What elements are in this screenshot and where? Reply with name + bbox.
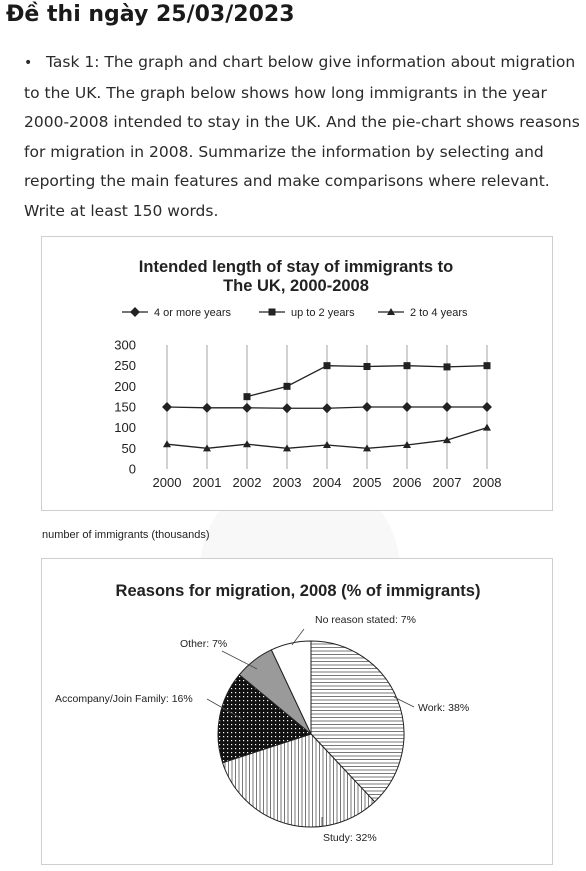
- pie-chart-slices: [217, 640, 405, 828]
- pie-chart-labels: Work: 38% Study: 32% Accompany/Join Family…: [55, 614, 469, 844]
- data-point: [482, 402, 492, 412]
- x-tick-label: 2007: [433, 475, 462, 490]
- y-tick-label: 50: [122, 441, 136, 456]
- pie-label-leader: [221, 650, 258, 670]
- data-point: [443, 363, 451, 371]
- page-title: Đề thi ngày 25/03/2023: [6, 2, 295, 27]
- pie-slice-4: [270, 640, 312, 735]
- y-tick-label: 100: [114, 420, 136, 435]
- x-tick-label: 2005: [353, 475, 382, 490]
- pie-slice-label: Work: 38%: [418, 702, 469, 714]
- pie-slice-label: Accompany/Join Family: 16%: [55, 693, 193, 705]
- line-chart-plot: 2000 2001 2002 2003 2004 2005 2006 2007 2008 0 50 1…: [114, 338, 501, 491]
- data-point: [243, 393, 251, 401]
- data-point: [243, 440, 251, 448]
- data-point: [363, 362, 371, 370]
- pie-slice-1: [221, 733, 376, 828]
- x-tick-label: 2003: [273, 475, 302, 490]
- y-tick-label: 0: [129, 462, 136, 477]
- data-point: [162, 402, 172, 412]
- line-chart-panel: Intended length of stay of immigrants to…: [41, 236, 553, 511]
- line-chart-title-1: Intended length of stay of immigrants to: [139, 258, 453, 276]
- pie-slice-0: [310, 640, 405, 803]
- data-point: [443, 436, 451, 444]
- data-point: [442, 402, 452, 412]
- data-point: [323, 362, 331, 370]
- legend-label: 4 or more years: [154, 307, 232, 319]
- legend-label: 2 to 4 years: [410, 307, 468, 319]
- legend-item-2-to-4-years: 2 to 4 years: [378, 307, 468, 319]
- data-point: [402, 402, 412, 412]
- pie-label-leader: [291, 628, 305, 646]
- y-tick-label: 250: [114, 358, 136, 373]
- x-tick-label: 2001: [193, 475, 222, 490]
- data-point: [403, 362, 411, 370]
- legend-item-4-or-more-years: 4 or more years: [122, 307, 232, 319]
- legend-item-up-to-2-years: up to 2 years: [259, 307, 355, 319]
- data-point: [483, 423, 491, 431]
- data-point: [403, 441, 411, 449]
- bullet: •: [24, 55, 33, 71]
- y-tick-label: 150: [114, 400, 136, 415]
- data-point: [362, 402, 372, 412]
- data-point: [323, 441, 331, 449]
- data-point: [363, 444, 371, 452]
- x-tick-label: 2008: [473, 475, 502, 490]
- line-chart-title-2: The UK, 2000-2008: [223, 277, 369, 295]
- x-tick-label: 2004: [313, 475, 342, 490]
- pie-chart-title: Reasons for migration, 2008 (% of immigr…: [116, 582, 481, 600]
- data-point: [283, 444, 291, 452]
- line-chart-legend: 4 or more years up to 2 years 2 to 4 yea…: [122, 307, 468, 319]
- y-tick-label: 200: [114, 379, 136, 394]
- task-text: Task 1: The graph and chart below give i…: [24, 53, 580, 220]
- pie-slice-label: Other: 7%: [180, 638, 227, 650]
- pie-chart-panel: Reasons for migration, 2008 (% of immigr…: [41, 558, 553, 865]
- x-tick-label: 2006: [393, 475, 422, 490]
- task-paragraph: • Task 1: The graph and chart below give …: [24, 48, 580, 226]
- data-point: [203, 444, 211, 452]
- x-tick-label: 2000: [153, 475, 182, 490]
- data-point: [163, 440, 171, 448]
- pie-label-leader: [206, 698, 243, 720]
- y-axis-caption: number of immigrants (thousands): [42, 529, 210, 541]
- x-tick-label: 2002: [233, 475, 262, 490]
- line-chart: Intended length of stay of immigrants to…: [114, 258, 501, 491]
- data-point: [483, 362, 491, 370]
- pie-slice-label: Study: 32%: [323, 832, 377, 844]
- pie-slice-2: [217, 674, 313, 764]
- pie-slice-label: No reason stated: 7%: [315, 614, 416, 626]
- data-point: [322, 403, 332, 414]
- data-point: [242, 402, 252, 413]
- legend-label: up to 2 years: [291, 307, 355, 319]
- y-tick-label: 300: [114, 338, 136, 353]
- pie-chart: Reasons for migration, 2008 (% of immigr…: [55, 582, 481, 844]
- data-point: [282, 403, 292, 414]
- data-point: [202, 402, 212, 413]
- pie-label-leader: [393, 696, 415, 708]
- data-point: [283, 382, 291, 390]
